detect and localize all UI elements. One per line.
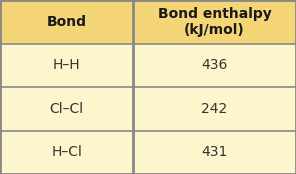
Text: Bond: Bond	[46, 15, 87, 29]
Text: H–H: H–H	[53, 58, 81, 72]
FancyBboxPatch shape	[0, 87, 133, 130]
FancyBboxPatch shape	[0, 44, 133, 87]
Text: 431: 431	[201, 145, 228, 159]
Text: Bond enthalpy
(kJ/mol): Bond enthalpy (kJ/mol)	[158, 7, 271, 37]
FancyBboxPatch shape	[133, 0, 296, 44]
Text: 436: 436	[201, 58, 228, 72]
FancyBboxPatch shape	[0, 0, 133, 44]
FancyBboxPatch shape	[133, 130, 296, 174]
FancyBboxPatch shape	[133, 87, 296, 130]
Text: Cl–Cl: Cl–Cl	[49, 102, 84, 116]
Text: H–Cl: H–Cl	[51, 145, 82, 159]
FancyBboxPatch shape	[133, 44, 296, 87]
FancyBboxPatch shape	[0, 130, 133, 174]
Text: 242: 242	[202, 102, 228, 116]
